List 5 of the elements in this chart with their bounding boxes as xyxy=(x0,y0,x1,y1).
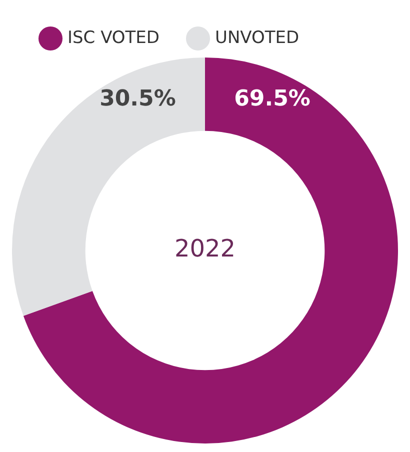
data-label: 69.5% xyxy=(234,86,310,112)
legend-label: UNVOTED xyxy=(215,28,300,48)
data-label: 30.5% xyxy=(100,86,176,112)
legend-label: ISC VOTED xyxy=(68,28,160,48)
text: 2022 xyxy=(174,234,236,263)
